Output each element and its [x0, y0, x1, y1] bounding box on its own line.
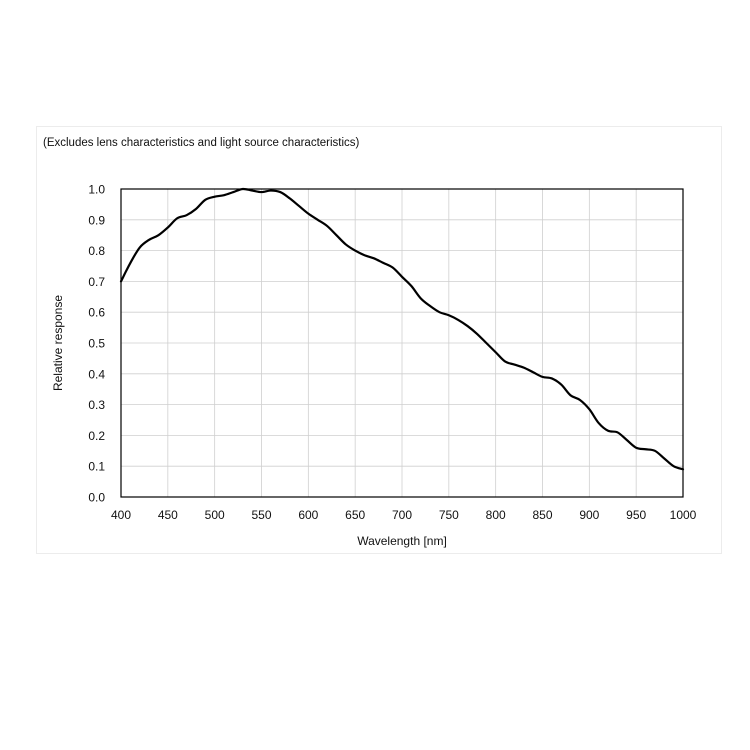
- chart-subtitle: (Excludes lens characteristics and light…: [43, 137, 360, 149]
- x-tick-label: 950: [626, 508, 646, 522]
- x-tick-label: 500: [205, 508, 225, 522]
- y-tick-label: 0.0: [88, 491, 105, 505]
- chart-figure: (Excludes lens characteristics and light…: [36, 126, 722, 554]
- x-tick-label: 550: [251, 508, 271, 522]
- y-tick-label: 0.8: [88, 244, 105, 258]
- x-tick-label: 800: [486, 508, 506, 522]
- x-tick-label: 850: [532, 508, 552, 522]
- y-tick-labels: 0.0 0.1 0.2 0.3 0.4 0.5 0.6 0.7 0.8 0.9 1.0: [88, 183, 105, 505]
- y-tick-label: 0.2: [88, 429, 105, 443]
- x-tick-label: 400: [111, 508, 131, 522]
- y-tick-label: 0.1: [88, 460, 105, 474]
- plot-frame: [120, 188, 684, 498]
- x-tick-label: 450: [158, 508, 178, 522]
- x-tick-labels: 400 450 500 550 600 650 700 750 800 850 900 950 1000: [111, 508, 697, 522]
- y-tick-label: 0.6: [88, 306, 105, 320]
- y-tick-label: 0.7: [88, 275, 105, 289]
- y-tick-label: 1.0: [88, 183, 105, 197]
- y-tick-label: 0.3: [88, 398, 105, 412]
- x-tick-label: 650: [345, 508, 365, 522]
- x-tick-label: 600: [298, 508, 318, 522]
- x-tick-label: 700: [392, 508, 412, 522]
- x-axis-label: Wavelength [nm]: [357, 534, 447, 548]
- x-tick-label: 1000: [670, 508, 697, 522]
- x-tick-label: 900: [579, 508, 599, 522]
- y-tick-label: 0.4: [88, 367, 105, 381]
- response-curve: [119, 187, 685, 471]
- y-axis-label: Relative response: [51, 295, 65, 391]
- x-tick-label: 750: [439, 508, 459, 522]
- y-tick-label: 0.9: [88, 213, 105, 227]
- y-tick-label: 0.5: [88, 337, 105, 351]
- grid-lines: [120, 188, 684, 498]
- spectral-response-chart: (Excludes lens characteristics and light…: [43, 137, 697, 548]
